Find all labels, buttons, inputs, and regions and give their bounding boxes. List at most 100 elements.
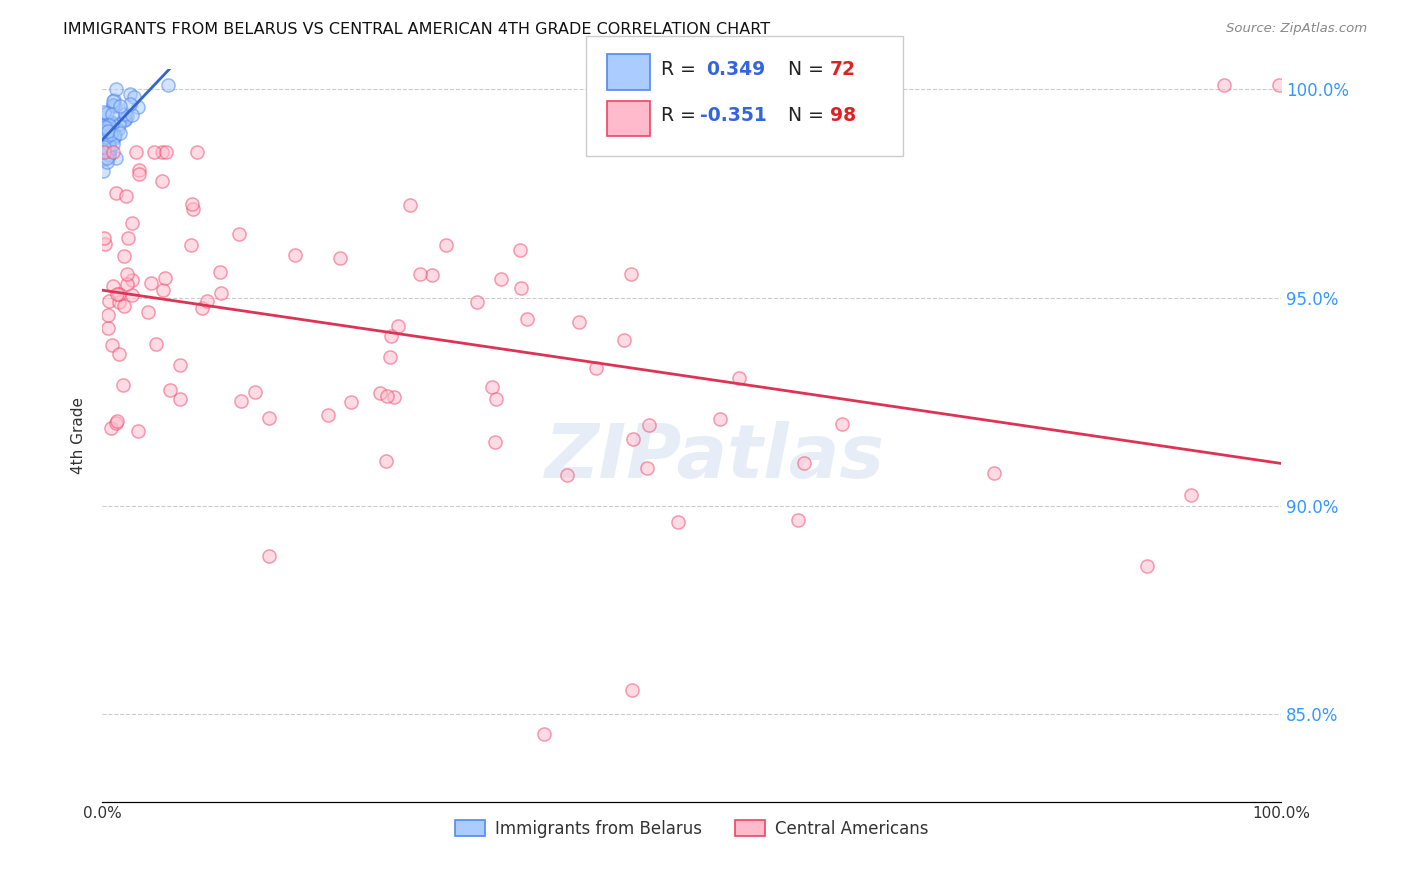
Point [157,78,180,92]
Point [387,319,409,334]
Point [620,267,643,281]
Point [93,145,115,159]
Point [114,112,136,127]
Point [96,142,118,156]
Point [257,549,280,563]
Point [97,131,120,145]
Point [378,351,401,365]
Point [97,130,120,145]
Point [94,117,117,131]
Point [128,163,150,178]
Point [121,273,143,287]
Point [101,137,124,152]
Point [93,111,115,125]
Text: 72: 72 [830,60,855,79]
Point [368,385,391,400]
Point [727,370,749,384]
Point [100,337,122,351]
Point [613,334,636,348]
Point [339,394,361,409]
Point [96,128,118,143]
Point [152,284,174,298]
Point [489,272,512,286]
Point [101,98,124,112]
Point [101,98,124,112]
Point [481,380,503,394]
Point [100,115,122,129]
Point [98,132,121,146]
Point [94,107,117,121]
Legend: Immigrants from Belarus, Central Americans: Immigrants from Belarus, Central America… [449,814,935,845]
Point [98,133,121,147]
Point [101,145,124,159]
Point [121,107,143,121]
Point [375,389,398,403]
Point [93,140,115,154]
Point [96,125,118,139]
Point [1136,558,1159,573]
Point [122,90,145,104]
Point [97,117,120,131]
Point [105,186,128,201]
Point [117,109,139,123]
Point [568,315,591,329]
Point [709,412,731,426]
Point [108,295,131,310]
Text: N =: N = [776,60,830,79]
Point [112,377,135,392]
Point [105,82,128,96]
Point [97,120,120,135]
Point [636,461,658,475]
Point [93,134,115,148]
Point [557,468,579,483]
Point [231,393,253,408]
Point [420,268,443,282]
Point [399,198,422,212]
Point [108,126,131,140]
Point [93,145,115,159]
Point [509,280,531,294]
Point [787,513,810,527]
Point [104,128,127,143]
Point [107,122,129,136]
Point [245,384,267,399]
Point [103,131,125,145]
Point [155,145,177,159]
Point [145,336,167,351]
Point [117,231,139,245]
Point [831,417,853,431]
Point [127,425,149,439]
Point [100,127,122,141]
Point [533,727,555,741]
Point [105,286,128,301]
Point [108,347,131,361]
Point [112,299,135,313]
Point [100,107,122,121]
Text: 98: 98 [830,106,856,126]
Point [434,238,457,252]
Point [1267,78,1289,92]
Point [621,433,644,447]
Point [180,237,202,252]
Point [108,286,131,301]
Point [103,94,125,108]
Point [139,277,162,291]
Point [98,143,121,157]
Point [94,140,117,154]
Point [169,358,191,372]
Point [637,417,659,432]
Point [108,116,131,130]
Point [98,118,121,132]
Point [153,271,176,285]
Point [105,414,128,428]
Text: ZIPatlas: ZIPatlas [546,420,886,493]
Point [93,164,115,178]
Point [93,105,115,120]
Point [484,435,506,450]
Point [93,124,115,138]
Point [159,383,181,397]
Text: R =: R = [661,106,702,126]
Point [97,117,120,131]
Point [380,329,402,343]
Point [465,294,488,309]
